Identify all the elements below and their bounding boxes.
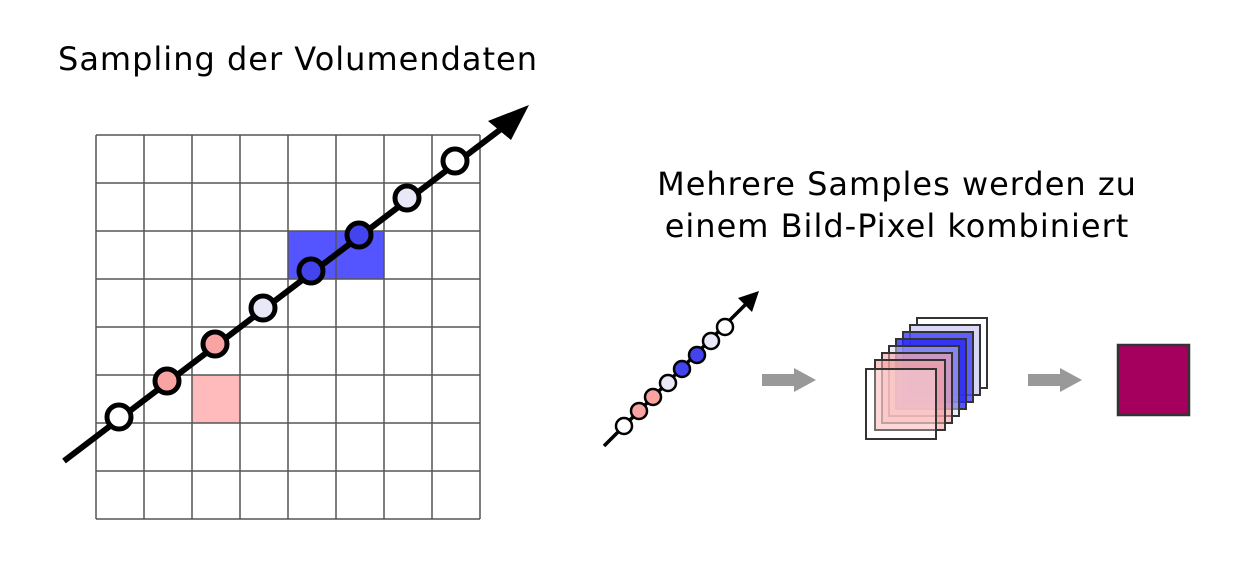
result-pixel: [1116, 343, 1191, 417]
right-title: Mehrere Samples werden zu einem Bild-Pix…: [630, 163, 1164, 247]
volume-grid: [95, 134, 481, 520]
small-sample-point: [687, 345, 707, 365]
small-arrow-head-icon: [738, 291, 759, 312]
sample-point: [248, 293, 278, 323]
sample-point: [200, 329, 230, 359]
small-sample-point: [658, 373, 678, 393]
left-title: Sampling der Volumendaten: [58, 40, 539, 78]
small-sample-point: [614, 416, 634, 436]
sample-point: [152, 366, 182, 396]
ray-line: [62, 123, 507, 464]
pink-volume-cell: [192, 375, 240, 423]
sample-point: [440, 146, 470, 176]
small-sample-point: [715, 317, 735, 337]
sample-point: [392, 183, 422, 213]
right-title-line-2: einem Bild-Pixel kombiniert: [664, 207, 1130, 245]
stack-slice: [874, 359, 946, 431]
sample-point: [344, 220, 374, 250]
small-sample-point: [643, 387, 663, 407]
right-arrow-icon: [1028, 368, 1082, 392]
small-sample-point: [629, 401, 649, 421]
sample-point: [296, 256, 326, 286]
arrow-head-icon: [488, 105, 529, 140]
right-arrow-icon: [762, 368, 816, 392]
sample-stack: [865, 317, 988, 440]
small-sample-point: [672, 359, 692, 379]
right-title-line-1: Mehrere Samples werden zu: [657, 165, 1137, 203]
small-ray-samples: [614, 317, 735, 436]
stack-slice: [865, 368, 937, 440]
sample-point: [104, 402, 134, 432]
ray-samples: [104, 146, 470, 432]
small-sample-point: [701, 331, 721, 351]
